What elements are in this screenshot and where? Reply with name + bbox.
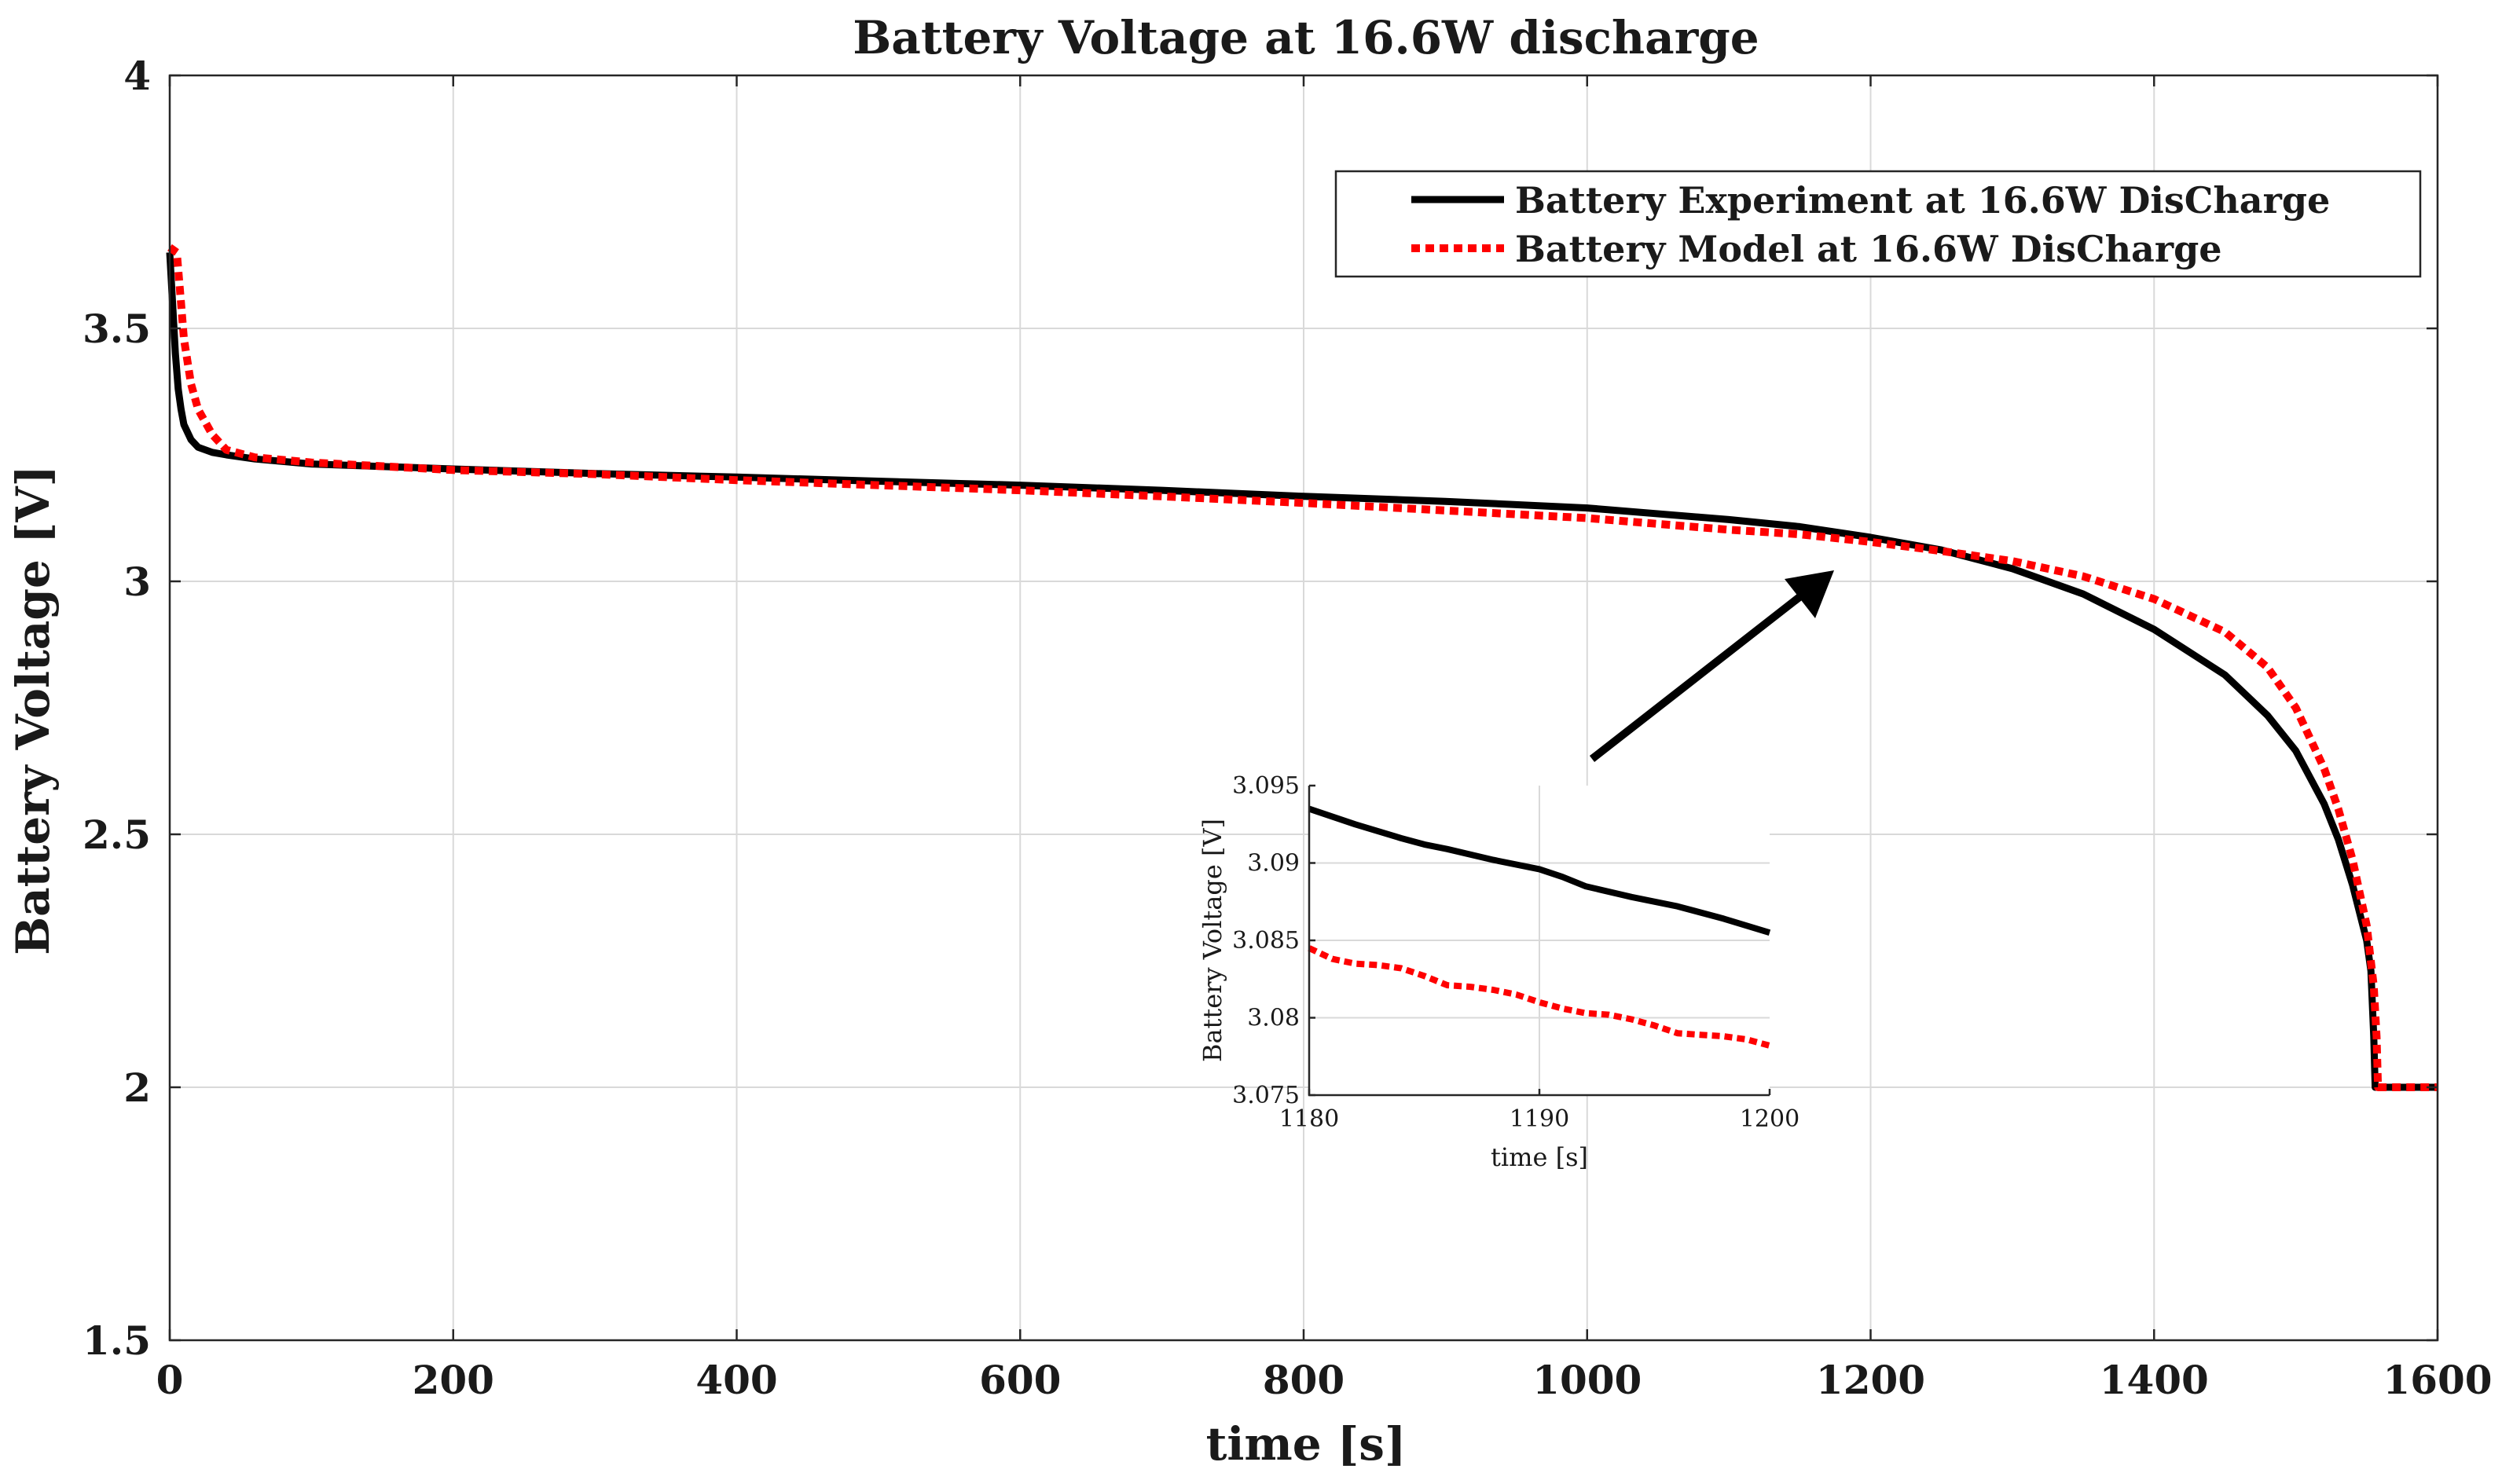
- inset-x-axis-label: time [s]: [1491, 1142, 1588, 1172]
- main-xtick-label-0: 0: [156, 1357, 184, 1403]
- inset-xtick-label-1180: 1180: [1279, 1105, 1339, 1133]
- main-xtick-label-800: 800: [1263, 1357, 1345, 1403]
- inset-ytick-label-3.09: 3.09: [1247, 850, 1300, 878]
- inset-xtick-label-1190: 1190: [1510, 1105, 1569, 1133]
- main-ytick-label-4: 4: [123, 53, 151, 99]
- inset-xtick-label-1200: 1200: [1740, 1105, 1799, 1133]
- main-ytick-label-1.5: 1.5: [83, 1317, 151, 1364]
- inset-grid: [1309, 786, 1770, 1095]
- zoom-callout-arrow: [1589, 570, 1834, 762]
- x-axis-label: time [s]: [1206, 1417, 1407, 1471]
- inset-series: [1308, 805, 1771, 1049]
- main-xtick-label-1000: 1000: [1532, 1357, 1642, 1403]
- inset-ticks: 1180 1190 1200 3.075 3.08 3.085 3.09 3.095: [1232, 772, 1799, 1133]
- main-ytick-label-3: 3: [123, 559, 151, 605]
- main-xtick-label-1600: 1600: [2383, 1357, 2492, 1403]
- callout-arrow-line: [1589, 594, 1803, 762]
- main-ytick-label-2.5: 2.5: [83, 812, 151, 858]
- legend-label-model: Battery Model at 16.6W DisCharge: [1515, 228, 2222, 270]
- legend-box: [1334, 170, 2422, 278]
- main-series: [166, 244, 2438, 1091]
- main-xtick-label-1200: 1200: [1816, 1357, 1925, 1403]
- legend-label-experiment: Battery Experiment at 16.6W DisCharge: [1515, 179, 2330, 222]
- legend: Battery Experiment at 16.6W DisCharge Ba…: [1334, 170, 2422, 278]
- main-ytick-label-3.5: 3.5: [83, 306, 151, 352]
- main-ytick-label-2: 2: [123, 1064, 151, 1111]
- inset-series-experiment-line: [1308, 805, 1771, 936]
- main-ticks: 0 200 400 600 800 1000 1200 1400 1600 1.5 2 2.5 3 3.5…: [83, 53, 2493, 1403]
- inset-series-model-line: [1308, 945, 1771, 1049]
- chart-title: Battery Voltage at 16.6W discharge: [853, 11, 1759, 64]
- inset-ytick-label-3.08: 3.08: [1247, 1005, 1300, 1032]
- callout-arrowhead: [1785, 570, 1834, 618]
- inset-axes: 1180 1190 1200 3.075 3.08 3.085 3.09 3.095 time…: [1198, 772, 1799, 1172]
- main-series-model-line: [167, 244, 2438, 1091]
- main-xtick-label-1400: 1400: [2100, 1357, 2209, 1403]
- main-xtick-label-200: 200: [413, 1357, 494, 1403]
- inset-y-axis-label: Battery Voltage [V]: [1198, 819, 1227, 1062]
- inset-ytick-label-3.085: 3.085: [1232, 927, 1300, 955]
- inset-ytick-label-3.075: 3.075: [1232, 1082, 1300, 1109]
- main-series-experiment-line: [166, 252, 2438, 1091]
- main-xtick-label-600: 600: [979, 1357, 1061, 1403]
- y-axis-label: Battery Voltage [V]: [6, 465, 60, 955]
- main-grid: [170, 75, 2438, 1340]
- inset-ytick-label-3.095: 3.095: [1232, 772, 1300, 800]
- main-xtick-label-400: 400: [695, 1357, 777, 1403]
